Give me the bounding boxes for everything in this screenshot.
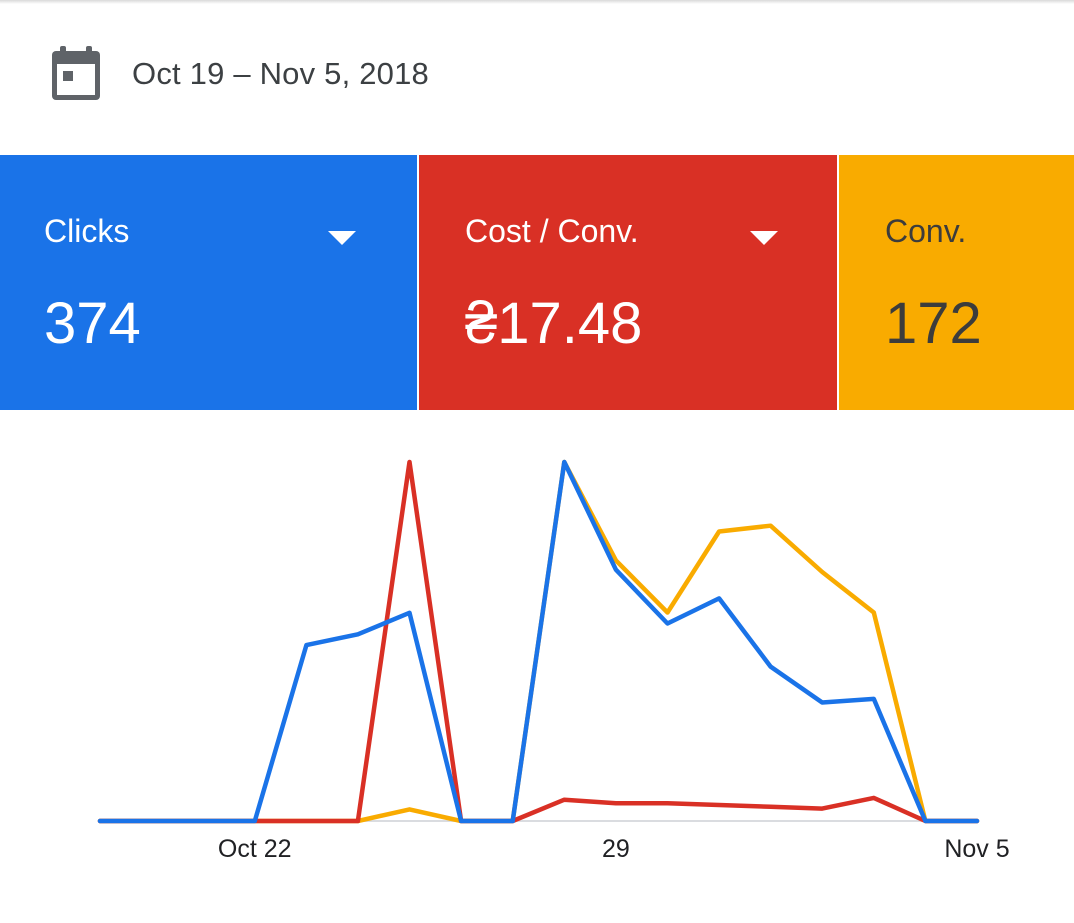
date-range-label: Oct 19 – Nov 5, 2018 — [132, 56, 429, 91]
metric-card-clicks[interactable]: Clicks 374 — [0, 155, 417, 410]
metric-label-clicks: Clicks — [44, 213, 130, 249]
chevron-down-icon[interactable] — [744, 223, 784, 253]
metric-card-cost-per-conv[interactable]: Cost / Conv. ₴17.48 — [419, 155, 837, 410]
metric-value-conv: 172 — [885, 291, 982, 356]
metric-label-cost-per-conv: Cost / Conv. — [465, 213, 639, 249]
x-tick-label: Oct 22 — [218, 835, 292, 863]
metric-card-conv[interactable]: Conv. 172 — [839, 155, 1074, 410]
chevron-down-icon[interactable] — [322, 223, 362, 253]
series-line-clicks — [97, 459, 980, 824]
metric-cards: Clicks 374 Cost / Conv. ₴17.48 Conv. 172 — [0, 155, 1074, 410]
calendar-icon — [52, 46, 100, 100]
chart-canvas: Oct 22 29 Nov 5 — [97, 459, 1010, 863]
top-divider — [0, 0, 1074, 4]
x-tick-label: 29 — [602, 835, 630, 863]
date-range-selector[interactable]: Oct 19 – Nov 5, 2018 — [0, 30, 1074, 120]
line-chart: Oct 22 29 Nov 5 — [0, 430, 1074, 918]
metric-value-cost-per-conv: ₴17.48 — [465, 291, 643, 356]
x-tick-label: Nov 5 — [944, 835, 1009, 863]
metric-value-clicks: 374 — [44, 291, 141, 356]
metric-label-conv: Conv. — [885, 213, 967, 249]
